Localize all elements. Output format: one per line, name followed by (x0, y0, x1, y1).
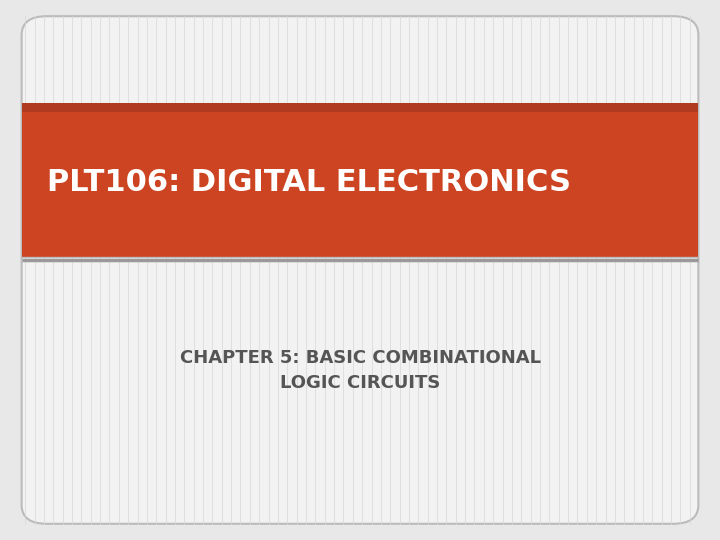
FancyBboxPatch shape (22, 16, 698, 524)
Bar (22, 103, 698, 112)
Bar (22, 103, 698, 256)
Text: CHAPTER 5: BASIC COMBINATIONAL
LOGIC CIRCUITS: CHAPTER 5: BASIC COMBINATIONAL LOGIC CIR… (179, 349, 541, 392)
Text: PLT106: DIGITAL ELECTRONICS: PLT106: DIGITAL ELECTRONICS (47, 168, 571, 197)
